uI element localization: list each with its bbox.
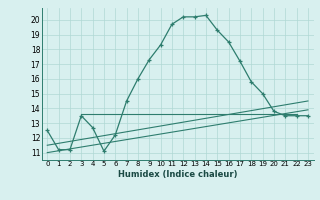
X-axis label: Humidex (Indice chaleur): Humidex (Indice chaleur) xyxy=(118,170,237,179)
